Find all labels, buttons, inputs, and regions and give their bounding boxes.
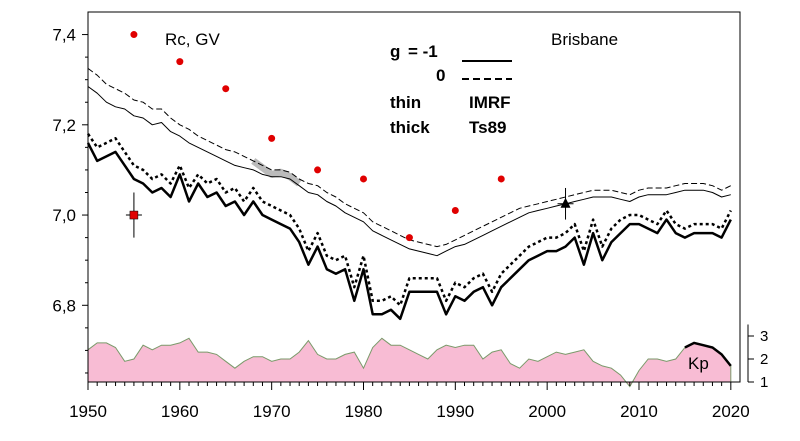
rc-point — [497, 175, 505, 183]
points-layer — [125, 31, 574, 242]
x-tick-label: 2000 — [528, 402, 566, 421]
y-tick-label: 7,4 — [52, 26, 76, 45]
rc-point — [130, 31, 138, 39]
triangle-point — [560, 197, 571, 208]
y-tick-label: 7,0 — [52, 206, 76, 225]
kp-label: Kp — [688, 354, 709, 373]
legend-thin-label: thin — [390, 93, 421, 112]
series-line-thin-solid — [87, 86, 731, 257]
plot-frame — [87, 11, 741, 383]
x-tick-label: 1990 — [436, 402, 474, 421]
rc-point — [405, 234, 413, 242]
kp-tick-label: 3 — [760, 328, 768, 345]
y-tick-label: 7,2 — [52, 116, 76, 135]
kp-recent-line — [684, 341, 732, 367]
series-layer — [86, 67, 732, 321]
rc-point — [314, 166, 322, 174]
series-line-thick-solid — [86, 142, 732, 321]
kp-tick-label: 1 — [760, 374, 768, 391]
x-tick-label: 2020 — [712, 402, 750, 421]
y-tick-label: 6,8 — [52, 296, 76, 315]
rc-point — [222, 85, 230, 93]
units-annotation: Rc, GV — [165, 30, 220, 49]
rc-point — [176, 58, 184, 66]
x-tick-label: 1970 — [253, 402, 291, 421]
axes-layer: 1950 1960 1970 1980 1990 2000 2010 2020 6,8 7,0 7,… — [52, 26, 768, 421]
kp-area-layer — [87, 337, 732, 388]
x-tick-label: 2010 — [620, 402, 658, 421]
series-line-highlight-gray — [251, 158, 302, 187]
legend-ts89-label: Ts89 — [469, 118, 507, 137]
station-label: Brisbane — [551, 30, 618, 49]
x-tick-label: 1950 — [69, 402, 107, 421]
legend-imrf-label: IMRF — [469, 93, 511, 112]
kp-tick-label: 2 — [760, 351, 768, 368]
rc-point — [359, 175, 367, 183]
red-square-point — [129, 210, 139, 220]
legend-g-value: = -1 — [408, 42, 438, 61]
x-tick-label: 1980 — [345, 402, 383, 421]
legend-zero-value: 0 — [436, 66, 445, 85]
legend-thick-label: thick — [390, 118, 430, 137]
x-tick-label: 1960 — [161, 402, 199, 421]
kp-area — [87, 337, 732, 388]
series-line-thick-dotted — [86, 133, 732, 307]
rc-point — [268, 134, 276, 142]
legend-g-label: g — [390, 42, 400, 61]
rc-point — [451, 207, 459, 215]
